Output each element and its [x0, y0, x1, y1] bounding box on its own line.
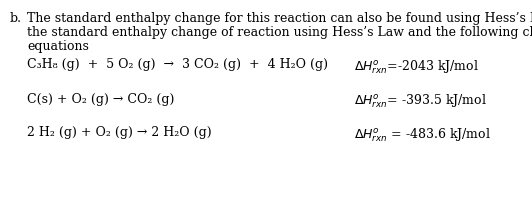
Text: 2 H₂ (g) + O₂ (g) → 2 H₂O (g): 2 H₂ (g) + O₂ (g) → 2 H₂O (g): [27, 125, 212, 138]
Text: C(s) + O₂ (g) → CO₂ (g): C(s) + O₂ (g) → CO₂ (g): [27, 93, 174, 105]
Text: b.: b.: [10, 12, 22, 25]
Text: $\Delta H^{o}_{rxn}$=-2043 kJ/mol: $\Delta H^{o}_{rxn}$=-2043 kJ/mol: [354, 58, 479, 75]
Text: equations: equations: [27, 40, 89, 53]
Text: C₃H₈ (g)  +  5 O₂ (g)  →  3 CO₂ (g)  +  4 H₂O (g): C₃H₈ (g) + 5 O₂ (g) → 3 CO₂ (g) + 4 H₂O …: [27, 58, 328, 71]
Text: $\Delta H^{o}_{rxn}$ = -483.6 kJ/mol: $\Delta H^{o}_{rxn}$ = -483.6 kJ/mol: [354, 125, 491, 143]
Text: $\Delta H^{o}_{rxn}$= -393.5 kJ/mol: $\Delta H^{o}_{rxn}$= -393.5 kJ/mol: [354, 93, 487, 110]
Text: The standard enthalpy change for this reaction can also be found using Hess’s La: The standard enthalpy change for this re…: [27, 12, 532, 25]
Text: the standard enthalpy change of reaction using Hess’s Law and the following chem: the standard enthalpy change of reaction…: [27, 26, 532, 39]
